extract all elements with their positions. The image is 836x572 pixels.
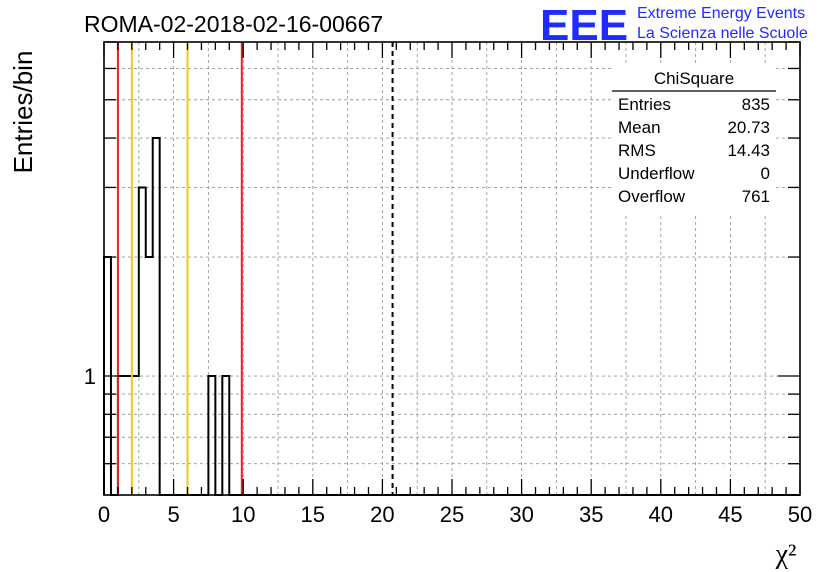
x-tick-label: 30 <box>509 502 533 527</box>
x-tick-label: 20 <box>370 502 394 527</box>
x-tick-label: 15 <box>301 502 325 527</box>
stats-box: ChiSquare Entries 835 Mean 20.73 RMS 14.43 Und… <box>612 66 776 214</box>
stats-row-label: Underflow <box>618 164 695 183</box>
logo-line-2: La Scienza nelle Scuole <box>637 25 808 42</box>
stats-row-value: 761 <box>742 187 770 206</box>
stats-row-label: Overflow <box>618 187 686 206</box>
ticks: 0 5 10 15 20 25 30 35 40 45 50 1 <box>84 41 812 527</box>
stats-row-value: 20.73 <box>727 118 770 137</box>
logo-line-1: Extreme Energy Events <box>637 5 805 22</box>
eee-logo: EEE Extreme Energy Events La Scienza nel… <box>540 1 808 50</box>
stats-row-label: RMS <box>618 141 656 160</box>
stats-row-label: Entries <box>618 95 671 114</box>
x-tick-label: 0 <box>98 502 110 527</box>
stats-rows: Entries 835 Mean 20.73 RMS 14.43 Underflow 0 Ove… <box>618 95 770 206</box>
y-tick-label: 1 <box>84 364 96 389</box>
x-axis-label: χ² <box>775 539 797 570</box>
x-tick-label: 25 <box>440 502 464 527</box>
x-tick-label: 50 <box>788 502 812 527</box>
stats-row-label: Mean <box>618 118 661 137</box>
chart-title: ROMA-02-2018-02-16-00667 <box>84 11 383 37</box>
x-tick-label: 45 <box>718 502 742 527</box>
stats-row-value: 0 <box>761 164 770 183</box>
x-tick-label: 5 <box>167 502 179 527</box>
x-tick-label: 35 <box>579 502 603 527</box>
stats-row-value: 14.43 <box>727 141 770 160</box>
reference-lines <box>116 42 394 495</box>
stats-title: ChiSquare <box>654 69 734 88</box>
x-tick-label: 10 <box>231 502 255 527</box>
stats-row-value: 835 <box>742 95 770 114</box>
y-axis-label: Entries/bin <box>8 51 38 174</box>
x-tick-label: 40 <box>649 502 673 527</box>
